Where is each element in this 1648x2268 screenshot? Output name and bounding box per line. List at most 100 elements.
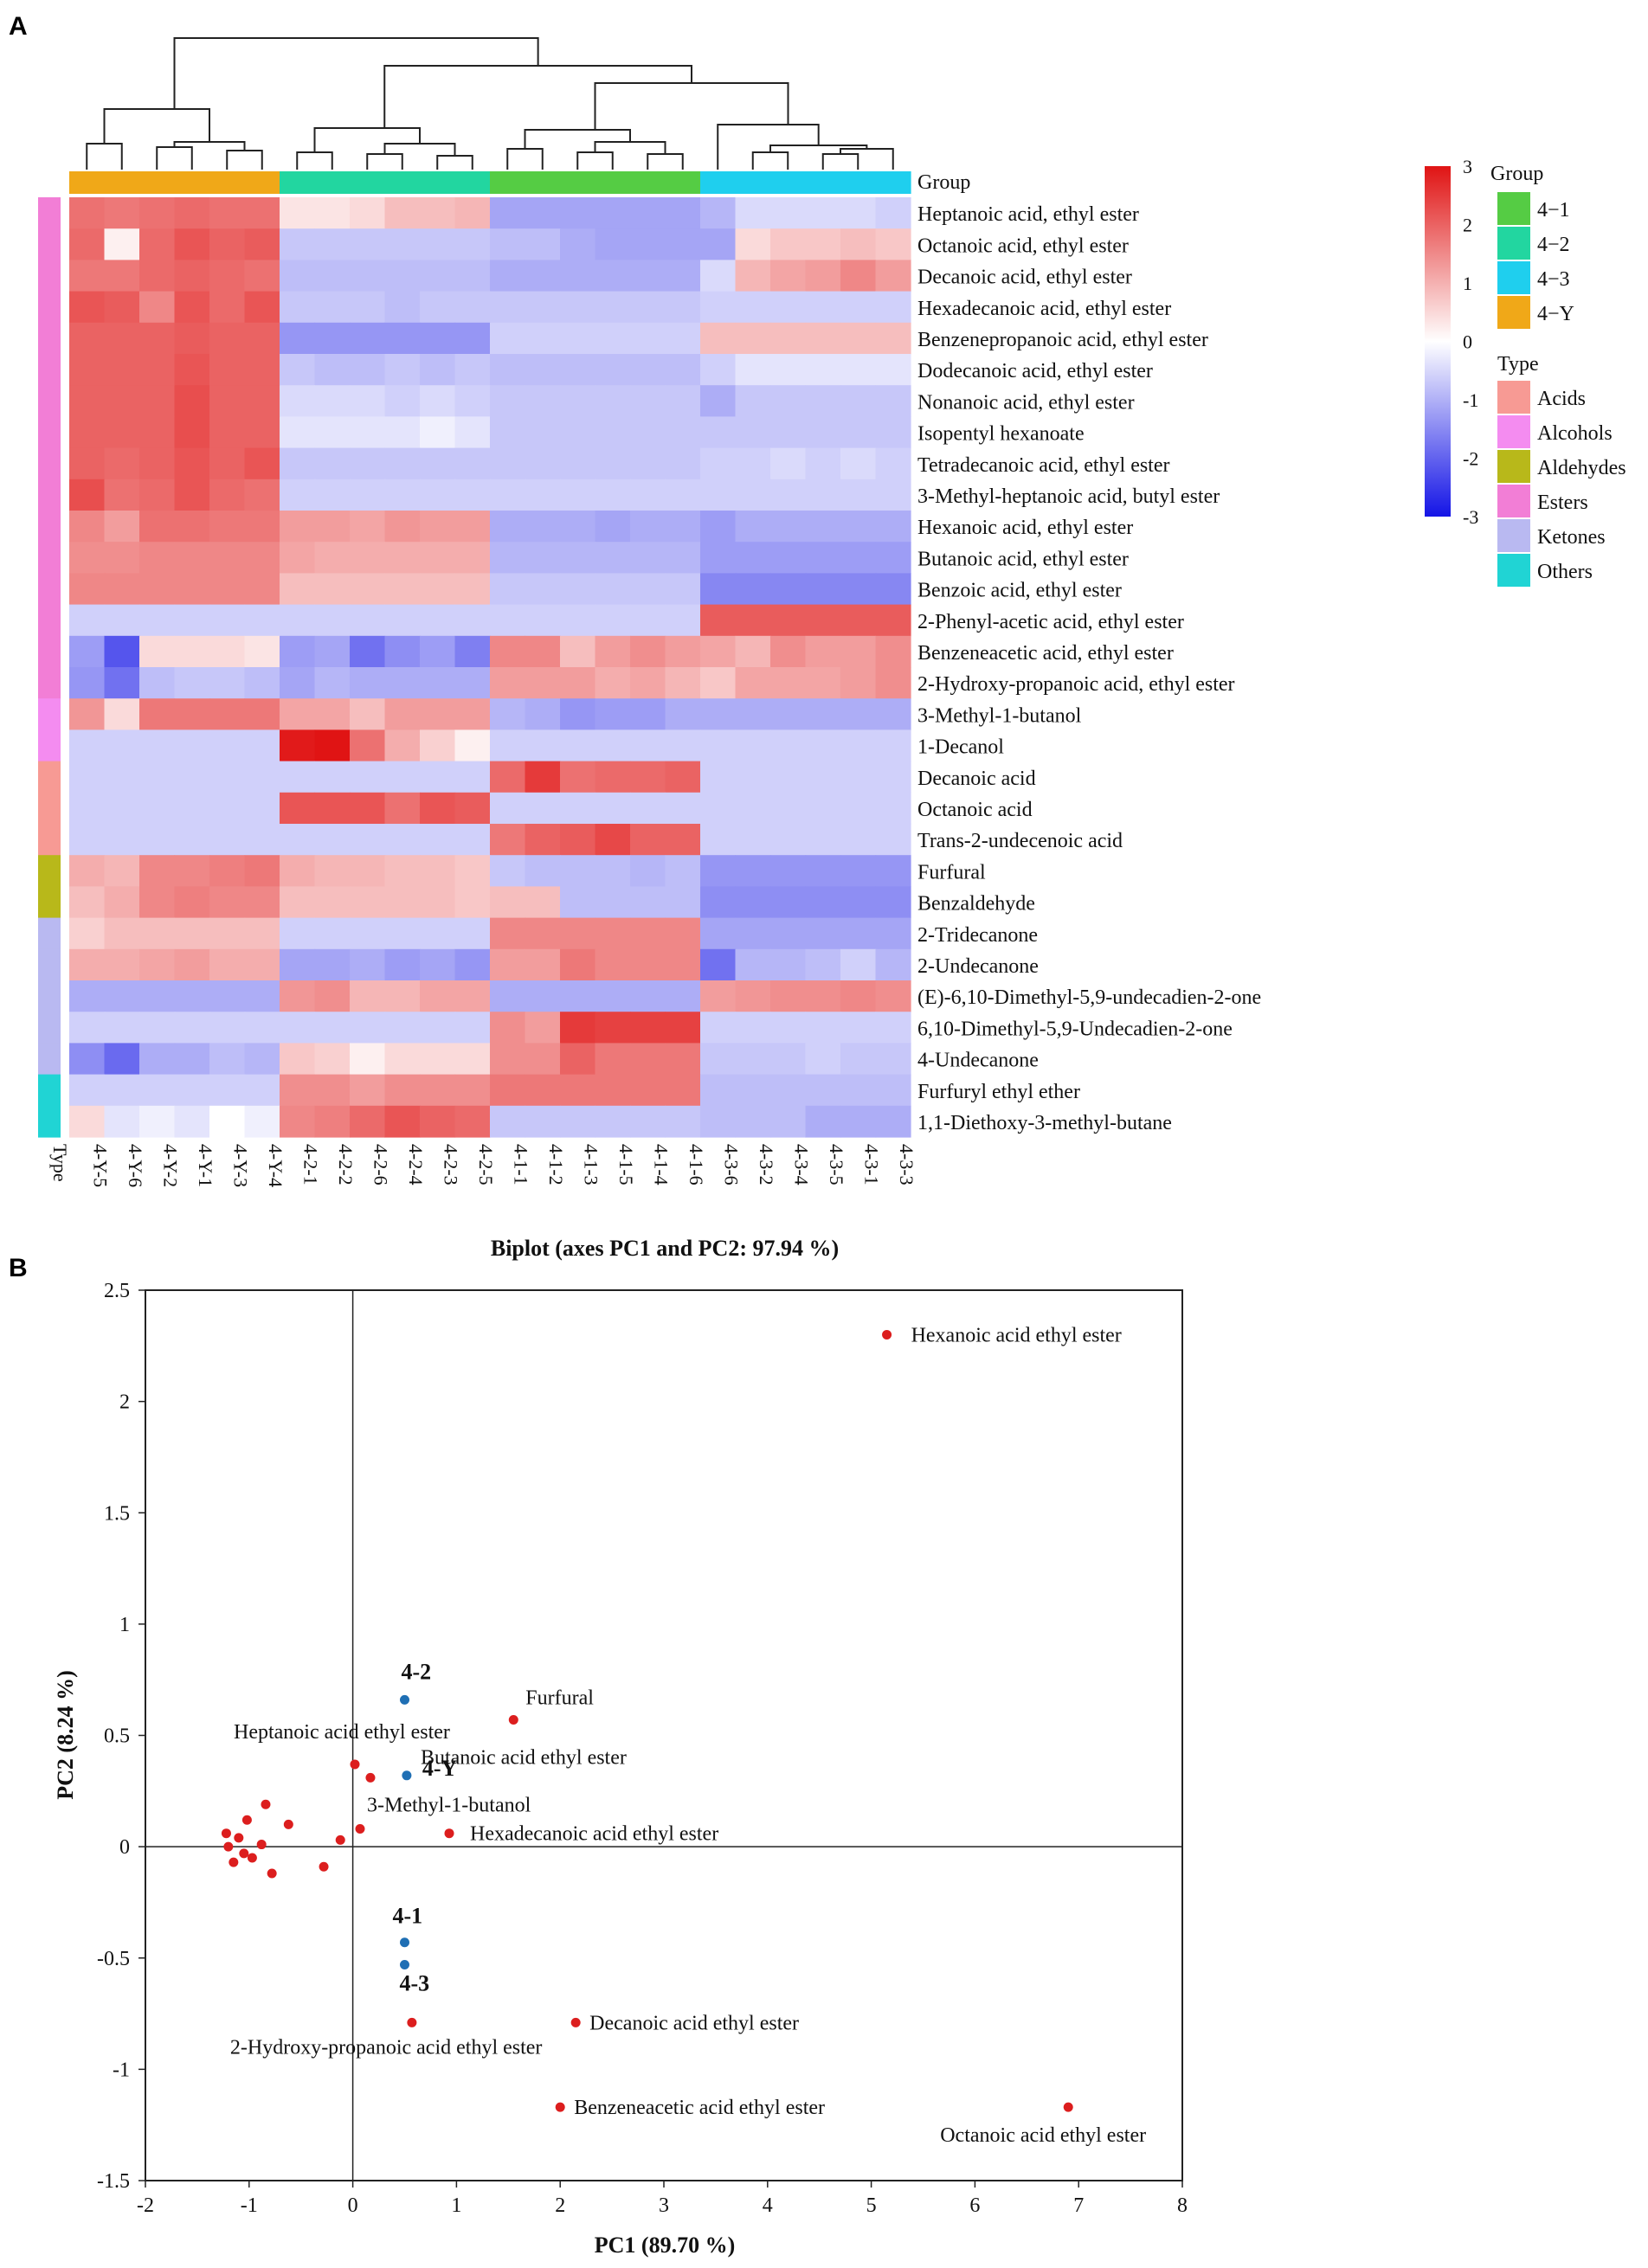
heatmap-cell	[454, 322, 491, 355]
heatmap-cell	[420, 447, 456, 480]
variable-label: Butanoic acid ethyl ester	[421, 1746, 627, 1769]
heatmap-cell	[805, 447, 841, 480]
heatmap-cell	[454, 792, 491, 825]
heatmap-cell	[595, 322, 631, 355]
heatmap-cell	[875, 604, 911, 637]
heatmap-cell	[69, 573, 106, 606]
heatmap-cell	[454, 635, 491, 668]
heatmap-cell	[560, 948, 596, 981]
heatmap-cell	[350, 322, 386, 355]
heatmap-cell	[770, 197, 807, 229]
heatmap-cell	[770, 855, 807, 887]
heatmap-cell	[665, 479, 701, 511]
heatmap-cell	[280, 573, 316, 606]
type-bar-cell	[38, 698, 61, 730]
row-label: 2-Tridecanone	[917, 924, 1038, 947]
heatmap-cell	[314, 604, 351, 637]
heatmap-cell	[700, 948, 737, 981]
heatmap-cell	[665, 1105, 701, 1138]
row-label: Furfural	[917, 861, 986, 883]
heatmap-cell	[770, 573, 807, 606]
heatmap-cell	[174, 604, 210, 637]
heatmap-cell	[139, 197, 176, 229]
type-bar-cell	[38, 792, 61, 825]
color-scale-tick: 3	[1463, 156, 1472, 177]
heatmap-cell	[875, 761, 911, 793]
heatmap-cell	[490, 917, 526, 950]
heatmap-cell	[525, 667, 561, 699]
heatmap-cell	[525, 1012, 561, 1044]
heatmap-cell	[384, 667, 421, 699]
row-label: Octanoic acid	[917, 799, 1033, 821]
type-bar-cell	[38, 761, 61, 793]
heatmap-cell	[630, 260, 666, 292]
heatmap-cell	[525, 511, 561, 543]
heatmap-cell	[174, 855, 210, 887]
variable-point	[261, 1799, 271, 1809]
heatmap-cell	[174, 1074, 210, 1107]
heatmap-cell	[525, 635, 561, 668]
heatmap-cell	[209, 260, 246, 292]
heatmap-cell	[314, 855, 351, 887]
heatmap-cell	[69, 416, 106, 449]
heatmap-cell	[139, 886, 176, 919]
heatmap-cell	[69, 228, 106, 260]
heatmap-cell	[665, 886, 701, 919]
x-tick-label: 8	[1177, 2194, 1188, 2217]
heatmap-cell	[209, 322, 246, 355]
heatmap-cell	[350, 228, 386, 260]
heatmap-cell	[384, 573, 421, 606]
color-scale-tick: 0	[1463, 331, 1472, 353]
heatmap-cell	[280, 291, 316, 324]
heatmap-cell	[875, 1074, 911, 1107]
heatmap-cell	[700, 824, 737, 856]
heatmap-cell	[525, 729, 561, 762]
heatmap-cell	[244, 886, 280, 919]
variable-point	[247, 1853, 257, 1863]
heatmap-cell	[384, 1043, 421, 1076]
heatmap-cell	[665, 1012, 701, 1044]
heatmap-cell	[384, 1105, 421, 1138]
heatmap-cell	[244, 698, 280, 730]
heatmap-cell	[525, 855, 561, 887]
heatmap-cell	[560, 1105, 596, 1138]
heatmap-cell	[209, 197, 246, 229]
group-bar-cell	[69, 171, 106, 194]
heatmap-cell	[280, 1012, 316, 1044]
heatmap-cell	[420, 1105, 456, 1138]
heatmap-cell	[700, 604, 737, 637]
heatmap-cell	[209, 729, 246, 762]
heatmap-cell	[454, 729, 491, 762]
heatmap-cell	[139, 228, 176, 260]
heatmap-cell	[875, 291, 911, 324]
dendrogram-branch	[717, 124, 820, 170]
heatmap-cell	[770, 479, 807, 511]
variable-point	[444, 1828, 454, 1839]
heatmap-cell	[630, 761, 666, 793]
heatmap-cell	[595, 542, 631, 574]
heatmap-cell	[384, 479, 421, 511]
legend-type-label: Acids	[1537, 388, 1586, 410]
heatmap-cell	[209, 667, 246, 699]
heatmap-cell	[314, 322, 351, 355]
heatmap-cell	[700, 917, 737, 950]
heatmap-cell	[875, 667, 911, 699]
variable-label: Hexanoic acid ethyl ester	[911, 1324, 1122, 1346]
variable-point	[267, 1868, 277, 1879]
heatmap-cell	[735, 322, 771, 355]
heatmap-cell	[875, 511, 911, 543]
heatmap-cell	[104, 385, 140, 417]
heatmap-cell	[174, 824, 210, 856]
heatmap-cell	[595, 573, 631, 606]
heatmap-cell	[805, 479, 841, 511]
heatmap-cell	[280, 447, 316, 480]
group-bar-cell	[490, 171, 526, 194]
heatmap-cell	[314, 980, 351, 1012]
heatmap-cell	[69, 761, 106, 793]
row-label: Furfuryl ethyl ether	[917, 1081, 1080, 1103]
heatmap-cell	[420, 542, 456, 574]
heatmap-cell	[805, 948, 841, 981]
variable-label: Hexadecanoic acid ethyl ester	[470, 1823, 718, 1846]
heatmap-cell	[735, 542, 771, 574]
heatmap-cell	[350, 792, 386, 825]
